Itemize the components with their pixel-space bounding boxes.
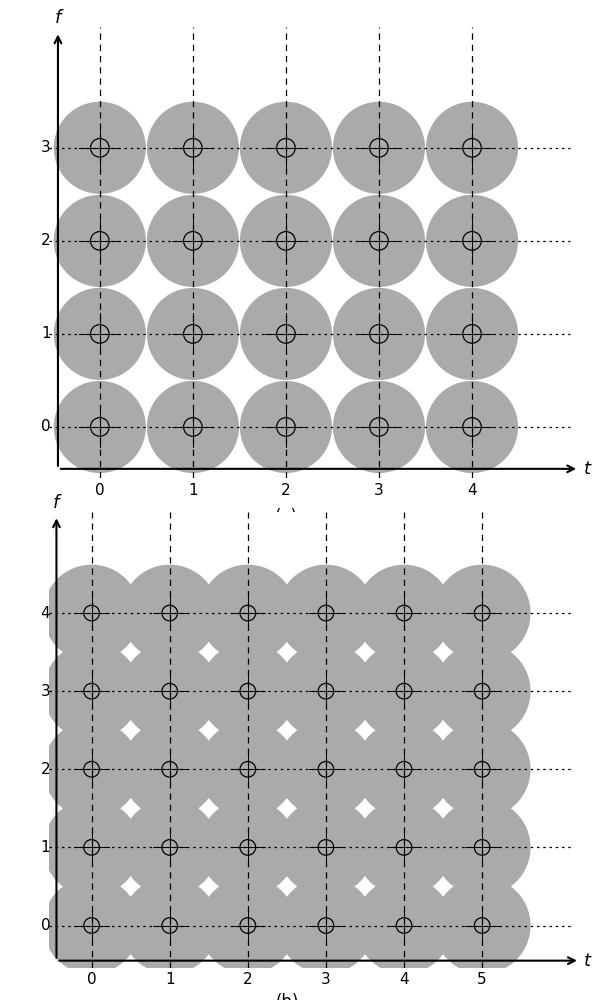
Circle shape bbox=[277, 643, 375, 740]
Circle shape bbox=[240, 381, 332, 473]
Circle shape bbox=[199, 643, 296, 740]
Text: 3: 3 bbox=[41, 140, 50, 155]
Circle shape bbox=[434, 643, 531, 740]
Circle shape bbox=[333, 195, 425, 287]
Circle shape bbox=[426, 195, 518, 287]
Text: 5: 5 bbox=[477, 972, 487, 987]
Circle shape bbox=[240, 288, 332, 380]
Circle shape bbox=[199, 565, 296, 662]
Circle shape bbox=[434, 565, 531, 662]
Circle shape bbox=[121, 799, 218, 896]
Circle shape bbox=[426, 102, 518, 194]
Circle shape bbox=[121, 565, 218, 662]
Circle shape bbox=[240, 195, 332, 287]
Circle shape bbox=[426, 288, 518, 380]
Text: 0: 0 bbox=[95, 483, 105, 498]
Text: 4: 4 bbox=[41, 606, 50, 621]
Text: 0: 0 bbox=[87, 972, 97, 987]
Circle shape bbox=[147, 381, 239, 473]
Text: 0: 0 bbox=[41, 419, 50, 434]
Circle shape bbox=[277, 799, 375, 896]
Circle shape bbox=[43, 643, 140, 740]
Text: 2: 2 bbox=[281, 483, 291, 498]
Text: t: t bbox=[584, 460, 591, 478]
Circle shape bbox=[434, 877, 531, 974]
Circle shape bbox=[277, 877, 375, 974]
Circle shape bbox=[356, 721, 452, 818]
Circle shape bbox=[54, 381, 146, 473]
Text: 1: 1 bbox=[41, 840, 50, 855]
Text: 1: 1 bbox=[188, 483, 198, 498]
Circle shape bbox=[43, 721, 140, 818]
Text: 1: 1 bbox=[41, 326, 50, 341]
Circle shape bbox=[434, 721, 531, 818]
Circle shape bbox=[240, 102, 332, 194]
Text: 1: 1 bbox=[165, 972, 174, 987]
Text: f: f bbox=[55, 9, 61, 27]
Circle shape bbox=[333, 102, 425, 194]
Circle shape bbox=[356, 643, 452, 740]
Circle shape bbox=[333, 288, 425, 380]
Text: 3: 3 bbox=[374, 483, 384, 498]
Circle shape bbox=[43, 799, 140, 896]
Text: 2: 2 bbox=[41, 233, 50, 248]
Text: 2: 2 bbox=[243, 972, 253, 987]
Text: 2: 2 bbox=[41, 762, 50, 777]
Circle shape bbox=[434, 799, 531, 896]
Text: 0: 0 bbox=[41, 918, 50, 933]
Text: (a): (a) bbox=[274, 508, 297, 526]
Circle shape bbox=[147, 102, 239, 194]
Text: 3: 3 bbox=[321, 972, 331, 987]
Circle shape bbox=[121, 643, 218, 740]
Circle shape bbox=[356, 799, 452, 896]
Circle shape bbox=[426, 381, 518, 473]
Circle shape bbox=[54, 195, 146, 287]
Circle shape bbox=[199, 877, 296, 974]
Circle shape bbox=[199, 799, 296, 896]
Text: (b): (b) bbox=[275, 993, 299, 1000]
Circle shape bbox=[121, 721, 218, 818]
Circle shape bbox=[356, 877, 452, 974]
Circle shape bbox=[277, 565, 375, 662]
Circle shape bbox=[356, 565, 452, 662]
Text: 3: 3 bbox=[41, 684, 50, 699]
Circle shape bbox=[147, 288, 239, 380]
Circle shape bbox=[54, 102, 146, 194]
Text: 4: 4 bbox=[399, 972, 409, 987]
Circle shape bbox=[43, 565, 140, 662]
Circle shape bbox=[54, 288, 146, 380]
Circle shape bbox=[333, 381, 425, 473]
Circle shape bbox=[199, 721, 296, 818]
Circle shape bbox=[147, 195, 239, 287]
Text: f: f bbox=[54, 494, 60, 512]
Circle shape bbox=[121, 877, 218, 974]
Circle shape bbox=[43, 877, 140, 974]
Text: 4: 4 bbox=[467, 483, 477, 498]
Circle shape bbox=[277, 721, 375, 818]
Text: t: t bbox=[584, 952, 591, 970]
